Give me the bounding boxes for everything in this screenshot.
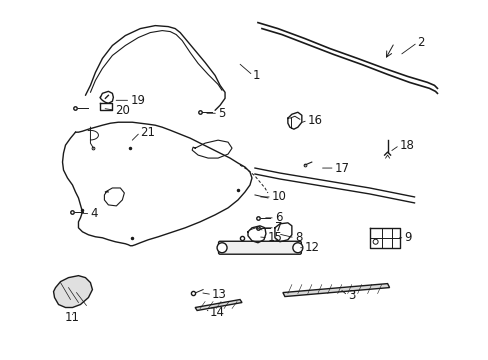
Text: 20: 20 [115, 104, 130, 117]
Circle shape [292, 243, 302, 253]
Circle shape [217, 243, 226, 253]
Polygon shape [283, 284, 389, 297]
Text: 8: 8 [294, 231, 302, 244]
Text: 12: 12 [304, 241, 319, 254]
Text: 2: 2 [417, 36, 424, 49]
Text: 13: 13 [212, 288, 226, 301]
Text: 11: 11 [65, 311, 80, 324]
Text: 18: 18 [399, 139, 414, 152]
Text: 9: 9 [404, 231, 411, 244]
Polygon shape [195, 300, 242, 310]
Text: 7: 7 [274, 221, 282, 234]
Text: 4: 4 [90, 207, 98, 220]
Text: 1: 1 [252, 69, 260, 82]
Polygon shape [53, 276, 92, 307]
Text: 16: 16 [307, 114, 322, 127]
Circle shape [372, 239, 377, 244]
Text: 21: 21 [140, 126, 155, 139]
Text: 5: 5 [218, 107, 225, 120]
Text: 10: 10 [271, 190, 286, 203]
Text: 3: 3 [347, 289, 354, 302]
Text: 17: 17 [334, 162, 349, 175]
Text: 14: 14 [210, 306, 224, 319]
FancyBboxPatch shape [218, 241, 301, 254]
Text: 15: 15 [267, 231, 282, 244]
Text: 6: 6 [274, 211, 282, 224]
Text: 19: 19 [130, 94, 145, 107]
